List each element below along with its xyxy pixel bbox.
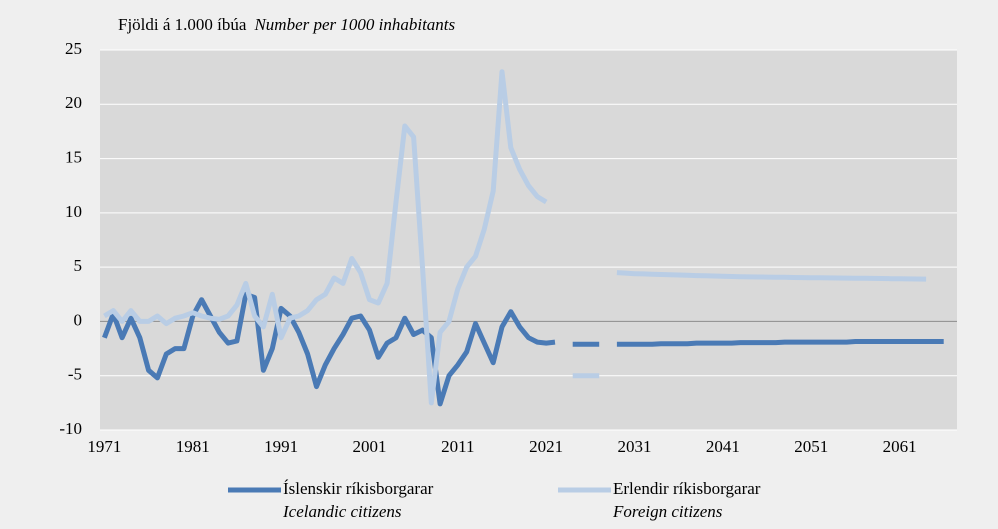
- title: Fjöldi á 1.000 íbúa: [118, 15, 247, 34]
- y-tick-label: -10: [59, 419, 82, 438]
- plot: [100, 49, 957, 431]
- y-tick-label: 10: [65, 202, 82, 221]
- legend-label: Íslenskir ríkisborgarar: [283, 479, 434, 498]
- x-tick-label: 2051: [794, 437, 828, 456]
- y-tick-label: 0: [74, 310, 83, 329]
- series-line: [103, 69, 927, 406]
- x-tick-label: 2061: [883, 437, 917, 456]
- legend: Íslenskir ríkisborgarar Icelandic citizen…: [228, 479, 761, 521]
- y-tick-label: 15: [65, 147, 82, 166]
- x-tick-label: 1991: [264, 437, 298, 456]
- x-tick-label: 1971: [87, 437, 121, 456]
- plot-area: [100, 50, 957, 430]
- legend-label-en: Foreign citizens: [612, 502, 723, 521]
- y-tick-label: 20: [65, 93, 82, 112]
- y-tick-label: 25: [65, 39, 82, 58]
- x-tick-label: 2011: [441, 437, 474, 456]
- x-tick-label: 1981: [176, 437, 210, 456]
- x-tick-label: 2001: [352, 437, 386, 456]
- series-line: [102, 291, 944, 407]
- y-tick-label: -5: [68, 365, 82, 384]
- x-tick-label: 2021: [529, 437, 563, 456]
- chart-title: Fjöldi á 1.000 íbúa Number per 1000 inhab…: [118, 15, 456, 34]
- subtitle: Number per 1000 inhabitants: [253, 15, 455, 34]
- x-tick-label: 2041: [706, 437, 740, 456]
- legend-label: Erlendir ríkisborgarar: [613, 479, 761, 498]
- legend-label-en: Icelandic citizens: [282, 502, 402, 521]
- y-tick-label: 5: [74, 256, 83, 275]
- x-tick-label: 2031: [618, 437, 652, 456]
